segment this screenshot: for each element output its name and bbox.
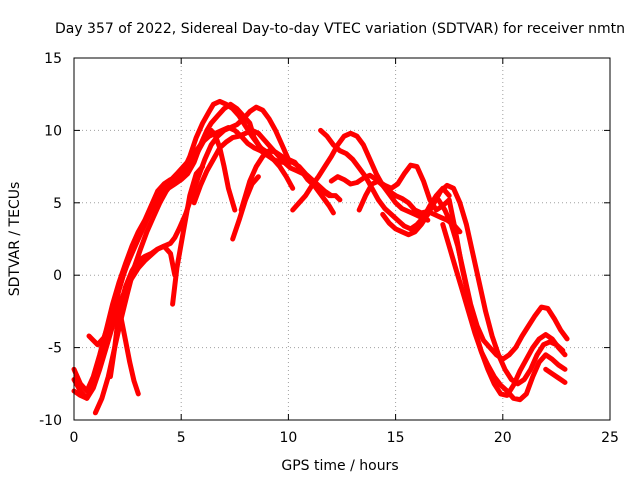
x-tick-label: 15 — [387, 430, 405, 446]
trace-16 — [380, 182, 566, 387]
trace-14 — [328, 172, 463, 235]
trace-7 — [118, 316, 141, 397]
y-axis-label: SDTVAR / TECUs — [7, 182, 23, 297]
trace-6 — [107, 243, 178, 380]
x-tick-label: 5 — [177, 430, 186, 446]
data-traces — [71, 98, 570, 416]
y-tick-label: 5 — [53, 196, 62, 212]
trace-8 — [170, 164, 206, 307]
y-tick-label: -10 — [39, 413, 62, 429]
y-tick-label: 10 — [44, 123, 62, 139]
trace-3 — [71, 104, 291, 401]
trace-5 — [92, 127, 238, 416]
trace-19 — [543, 366, 568, 385]
trace-17 — [436, 197, 570, 362]
x-tick-label: 25 — [601, 430, 619, 446]
y-tick-label: 0 — [53, 268, 62, 284]
x-tick-label: 20 — [494, 430, 512, 446]
trace-11 — [238, 148, 336, 216]
x-tick-label: 0 — [70, 430, 79, 446]
x-tick-label: 10 — [279, 430, 297, 446]
trace-18 — [440, 222, 568, 398]
y-tick-label: -5 — [48, 341, 62, 357]
x-axis-label: GPS time / hours — [281, 458, 398, 474]
x-tick-labels: 0 5 10 15 20 25 — [70, 430, 619, 446]
y-tick-labels: 15 10 5 0 -5 -10 — [39, 51, 62, 429]
chart-title: Day 357 of 2022, Sidereal Day-to-day VTE… — [55, 21, 625, 37]
y-tick-label: 15 — [44, 51, 62, 67]
plot-frame — [73, 57, 611, 421]
trace-12 — [290, 130, 431, 223]
